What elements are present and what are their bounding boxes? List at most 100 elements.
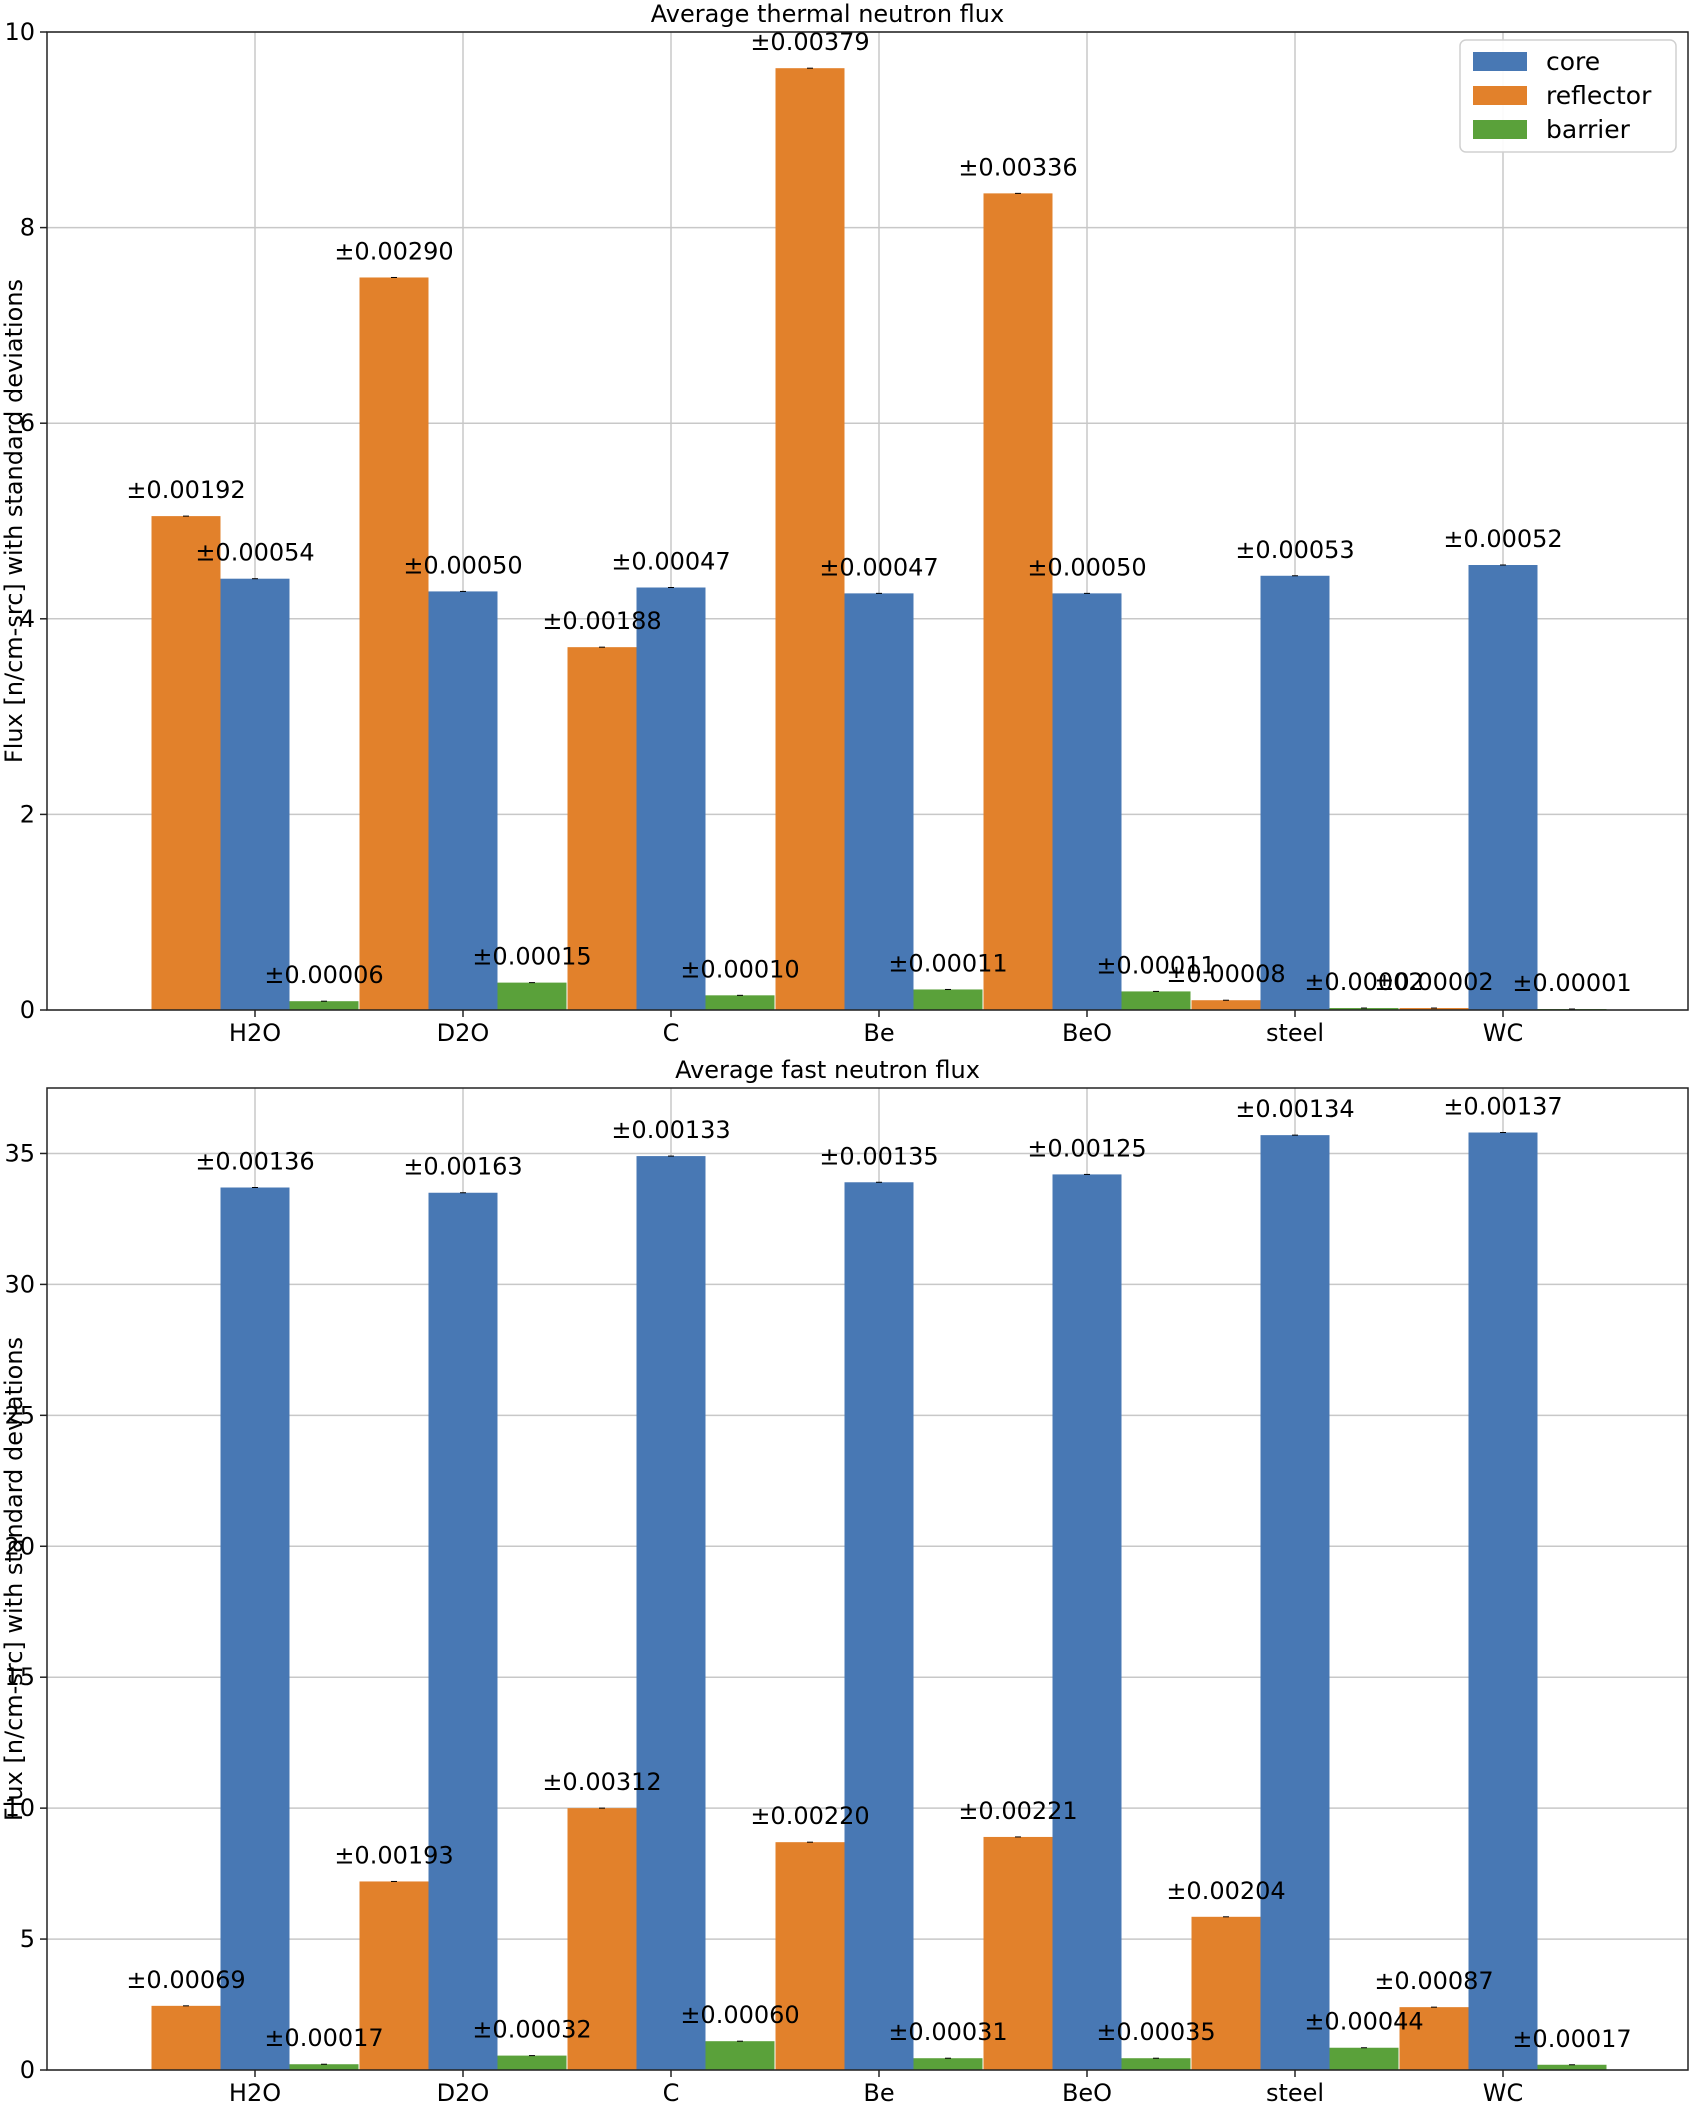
- error-label-core-BeO: ±0.00125: [1027, 1134, 1146, 1162]
- error-label-reflector-Be: ±0.00379: [750, 28, 869, 56]
- bar-core-H2O: [220, 1187, 290, 2070]
- thermal-flux-chart: ±0.00192 ±0.00290 ±0.00188 ±0.00379 ±0.00336…: [0, 0, 1689, 1047]
- error-label-reflector-steel: ±0.00008: [1166, 960, 1285, 988]
- x-tick-label-C: C: [663, 2079, 680, 2104]
- error-label-barrier-Be: ±0.00011: [888, 949, 1007, 977]
- bar-barrier-Be: [913, 989, 983, 1010]
- error-label-reflector-BeO: ±0.00221: [958, 1797, 1077, 1825]
- error-label-reflector-steel: ±0.00204: [1166, 1877, 1285, 1905]
- error-label-barrier-BeO: ±0.00011: [1096, 951, 1215, 979]
- bar-core-H2O: [220, 578, 290, 1010]
- bar-barrier-steel: [1329, 2047, 1399, 2070]
- bar-core-BeO: [1052, 593, 1122, 1010]
- error-label-barrier-D2O: ±0.00032: [472, 2016, 591, 2044]
- y-tick-label: 2: [20, 800, 35, 828]
- bar-barrier-BeO: [1121, 2058, 1191, 2070]
- error-label-core-C: ±0.00047: [611, 548, 730, 576]
- error-label-core-D2O: ±0.00050: [403, 551, 522, 579]
- bar-reflector-BeO: [983, 193, 1053, 1010]
- bar-reflector-C: [567, 647, 637, 1010]
- legend-swatch-barrier: [1473, 120, 1527, 139]
- bar-reflector-H2O: [151, 516, 221, 1010]
- y-tick-label: 35: [4, 1139, 35, 1167]
- chart-title: Average thermal neutron flux: [651, 0, 1004, 28]
- legend-label-reflector: reflector: [1546, 81, 1652, 110]
- bar-reflector-H2O: [151, 2005, 221, 2070]
- error-label-barrier-Be: ±0.00031: [888, 2018, 1007, 2046]
- bar-core-Be: [844, 1182, 914, 2070]
- y-tick-label: 5: [20, 1925, 35, 1953]
- bar-core-WC: [1468, 565, 1538, 1010]
- error-label-barrier-C: ±0.00060: [680, 2001, 799, 2029]
- bar-reflector-BeO: [983, 1836, 1053, 2070]
- y-tick-label: 10: [4, 1794, 35, 1822]
- error-label-reflector-C: ±0.00312: [542, 1768, 661, 1796]
- bar-core-D2O: [428, 591, 498, 1010]
- y-tick-label: 0: [20, 2056, 35, 2084]
- error-label-core-steel: ±0.00134: [1235, 1095, 1354, 1123]
- error-label-core-H2O: ±0.00054: [195, 539, 314, 567]
- y-tick-label: 0: [20, 996, 35, 1024]
- x-tick-label-steel: steel: [1266, 2079, 1324, 2104]
- bar-barrier-H2O: [289, 1001, 359, 1010]
- bar-core-Be: [844, 593, 914, 1010]
- y-tick-label: 10: [4, 18, 35, 46]
- error-label-barrier-BeO: ±0.00035: [1096, 2018, 1215, 2046]
- y-tick-label: 25: [4, 1401, 35, 1429]
- y-tick-label: 15: [4, 1663, 35, 1691]
- x-tick-label-BeO: BeO: [1062, 2079, 1112, 2104]
- error-label-core-WC: ±0.00052: [1443, 525, 1562, 553]
- x-tick-label-D2O: D2O: [437, 1019, 490, 1047]
- error-label-barrier-H2O: ±0.00006: [264, 961, 383, 989]
- bar-core-steel: [1260, 575, 1330, 1010]
- y-axis-label: Flux [n/cm-src] with standard deviations: [0, 279, 28, 763]
- legend-label-barrier: barrier: [1546, 115, 1631, 144]
- bar-core-steel: [1260, 1135, 1330, 2070]
- y-tick-label: 30: [4, 1270, 35, 1298]
- bar-reflector-D2O: [359, 1881, 429, 2070]
- error-label-reflector-WC: ±0.00002: [1374, 968, 1493, 996]
- y-tick-label: 8: [20, 214, 35, 242]
- x-tick-label-WC: WC: [1483, 2079, 1524, 2104]
- error-label-reflector-Be: ±0.00220: [750, 1802, 869, 1830]
- error-label-core-BeO: ±0.00050: [1027, 553, 1146, 581]
- legend: core reflector barrier: [1459, 39, 1677, 153]
- x-tick-label-C: C: [663, 1019, 680, 1047]
- error-label-reflector-D2O: ±0.00290: [334, 237, 453, 265]
- error-label-reflector-BeO: ±0.00336: [958, 153, 1077, 181]
- chart-title: Average fast neutron flux: [675, 1056, 980, 1084]
- error-label-core-H2O: ±0.00136: [195, 1148, 314, 1176]
- error-label-core-Be: ±0.00135: [819, 1142, 938, 1170]
- bar-barrier-D2O: [497, 2055, 567, 2070]
- x-tick-label-BeO: BeO: [1062, 1019, 1112, 1047]
- x-tick-label-WC: WC: [1483, 1019, 1524, 1047]
- bar-barrier-steel: [1329, 1008, 1399, 1010]
- error-label-barrier-steel: ±0.00002: [1304, 968, 1423, 996]
- bar-barrier-WC: [1537, 2064, 1607, 2070]
- error-label-reflector-D2O: ±0.00193: [334, 1841, 453, 1869]
- legend-swatch-reflector: [1473, 86, 1527, 105]
- error-label-reflector-H2O: ±0.00192: [126, 476, 245, 504]
- y-axis-label: Flux [n/cm-src] with standard deviations: [0, 1337, 28, 1821]
- plot-frame: [46, 31, 1689, 1011]
- error-label-barrier-WC: ±0.00017: [1512, 2025, 1631, 2053]
- bar-reflector-D2O: [359, 277, 429, 1010]
- bar-core-WC: [1468, 1132, 1538, 2070]
- error-label-barrier-C: ±0.00010: [680, 955, 799, 983]
- error-label-core-C: ±0.00133: [611, 1116, 730, 1144]
- error-label-core-steel: ±0.00053: [1235, 536, 1354, 564]
- bar-reflector-steel: [1191, 1916, 1261, 2070]
- bar-barrier-H2O: [289, 2064, 359, 2070]
- error-label-core-WC: ±0.00137: [1443, 1093, 1562, 1121]
- bar-reflector-WC: [1399, 1008, 1469, 1010]
- x-tick-label-D2O: D2O: [437, 2079, 490, 2104]
- error-label-reflector-H2O: ±0.00069: [126, 1966, 245, 1994]
- bar-reflector-WC: [1399, 2007, 1469, 2070]
- bar-barrier-BeO: [1121, 991, 1191, 1010]
- bar-barrier-Be: [913, 2058, 983, 2070]
- bar-core-D2O: [428, 1192, 498, 2070]
- error-label-reflector-C: ±0.00188: [542, 607, 661, 635]
- legend-swatch-core: [1473, 52, 1527, 71]
- bar-barrier-C: [705, 995, 775, 1010]
- error-label-core-D2O: ±0.00163: [403, 1153, 522, 1181]
